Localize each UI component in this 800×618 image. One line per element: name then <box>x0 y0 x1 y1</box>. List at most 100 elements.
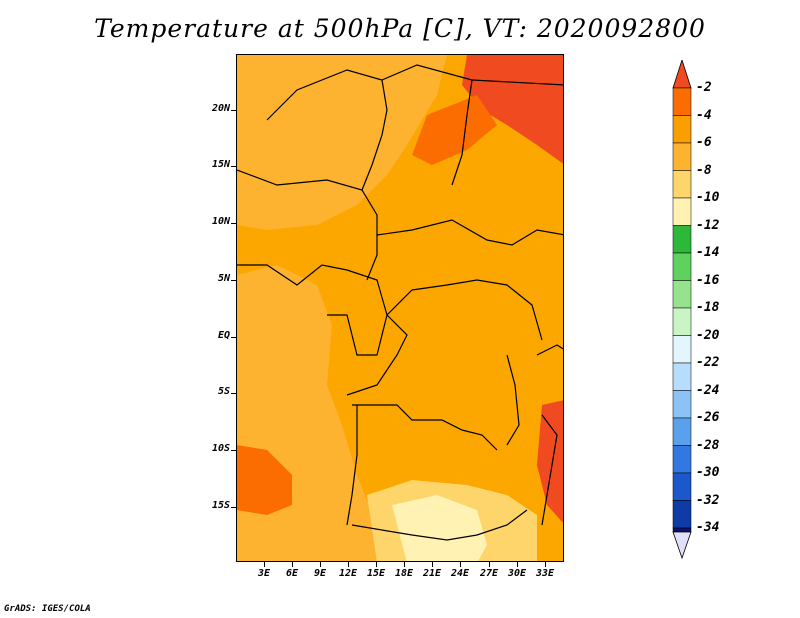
colorbar-bottom-arrow <box>672 531 692 560</box>
lon-label: 15E <box>366 568 386 579</box>
colorbar-segment <box>672 390 692 419</box>
lat-tick <box>231 507 236 508</box>
colorbar-label: -16 <box>696 273 720 288</box>
lat-label: 15S <box>211 500 230 511</box>
colorbar-label: -22 <box>696 355 720 370</box>
colorbar-segment <box>672 280 692 309</box>
lat-label: 5S <box>217 386 230 397</box>
border-line <box>237 264 388 316</box>
lon-tick <box>348 562 349 567</box>
border-line <box>381 64 473 186</box>
lat-label: 20N <box>211 103 230 114</box>
colorbar-label: -26 <box>696 410 720 425</box>
colorbar-segment <box>672 500 692 529</box>
colorbar-segment <box>672 252 692 281</box>
border-line <box>536 344 563 356</box>
colorbar-label: -10 <box>696 190 720 205</box>
lat-tick <box>231 393 236 394</box>
lon-tick <box>460 562 461 567</box>
lon-tick <box>404 562 405 567</box>
lon-tick <box>292 562 293 567</box>
border-line <box>346 405 358 526</box>
lon-label: 6E <box>285 568 299 579</box>
lon-tick <box>264 562 265 567</box>
colorbar-segment <box>672 170 692 199</box>
border-line <box>327 314 388 356</box>
colorbar-segment <box>672 197 692 226</box>
colorbar-segment <box>672 335 692 364</box>
lon-label: 30E <box>507 568 527 579</box>
east-coast-warm <box>537 400 563 523</box>
lat-label: 10N <box>211 216 230 227</box>
lat-label: 5N <box>217 273 230 284</box>
border-line <box>541 414 558 526</box>
lat-label: EQ <box>217 330 230 341</box>
colorbar-label: -30 <box>696 465 720 480</box>
lon-label: 21E <box>422 568 442 579</box>
colorbar-segment <box>672 307 692 336</box>
colorbar-label: -28 <box>696 438 720 453</box>
lat-label: 15N <box>211 159 230 170</box>
colorbar-top-arrow <box>672 60 692 89</box>
border-line <box>237 169 378 281</box>
lat-tick <box>231 110 236 111</box>
lat-tick <box>231 337 236 338</box>
northeast-warm-patch <box>462 55 563 164</box>
lon-label: 18E <box>394 568 414 579</box>
colorbar-label: -4 <box>696 108 712 123</box>
colorbar-segment <box>672 225 692 254</box>
lon-label: 27E <box>479 568 499 579</box>
lat-tick <box>231 166 236 167</box>
colorbar-segment <box>672 87 692 116</box>
lon-label: 12E <box>338 568 358 579</box>
lon-label: 33E <box>535 568 555 579</box>
colorbar-segment <box>672 115 692 144</box>
map-canvas <box>237 55 563 561</box>
lon-tick <box>517 562 518 567</box>
temperature-map <box>236 54 564 562</box>
lon-tick <box>320 562 321 567</box>
lat-tick <box>231 450 236 451</box>
colorbar-label: -6 <box>696 135 712 150</box>
border-line <box>266 69 388 191</box>
border-line <box>471 79 563 86</box>
lon-tick <box>489 562 490 567</box>
lon-label: 24E <box>450 568 470 579</box>
colorbar-segment <box>672 445 692 474</box>
country-borders <box>237 64 563 541</box>
lon-tick <box>376 562 377 567</box>
lat-tick <box>231 280 236 281</box>
lon-tick <box>432 562 433 567</box>
lon-label: 9E <box>313 568 327 579</box>
lon-label: 3E <box>257 568 271 579</box>
colorbar-label: -12 <box>696 218 720 233</box>
border-line <box>351 509 528 541</box>
colorbar-segment <box>672 362 692 391</box>
colorbar-label: -2 <box>696 80 712 95</box>
colorbar-label: -14 <box>696 245 720 260</box>
border-line <box>346 314 408 396</box>
lon-tick <box>545 562 546 567</box>
lat-tick <box>231 223 236 224</box>
north-light-band <box>237 55 447 230</box>
chart-title: Temperature at 500hPa [C], VT: 202009280… <box>94 14 706 43</box>
lat-label: 10S <box>211 443 230 454</box>
northeast-warm-streak <box>412 95 497 165</box>
colorbar <box>672 60 692 560</box>
colorbar-label: -32 <box>696 493 720 508</box>
colorbar-label: -20 <box>696 328 720 343</box>
colorbar-segment <box>672 527 692 533</box>
southwest-warm-patch <box>237 445 292 515</box>
border-line <box>506 354 520 446</box>
colorbar-label: -18 <box>696 300 720 315</box>
border-line <box>352 404 498 451</box>
grads-credit: GrADS: IGES/COLA <box>4 604 91 614</box>
border-line <box>376 219 563 246</box>
colorbar-segment <box>672 472 692 501</box>
colorbar-segment <box>672 417 692 446</box>
colorbar-label: -34 <box>696 520 720 535</box>
colorbar-label: -8 <box>696 163 712 178</box>
colorbar-label: -24 <box>696 383 720 398</box>
border-line <box>386 279 543 341</box>
south-coolest-patch <box>392 495 487 561</box>
